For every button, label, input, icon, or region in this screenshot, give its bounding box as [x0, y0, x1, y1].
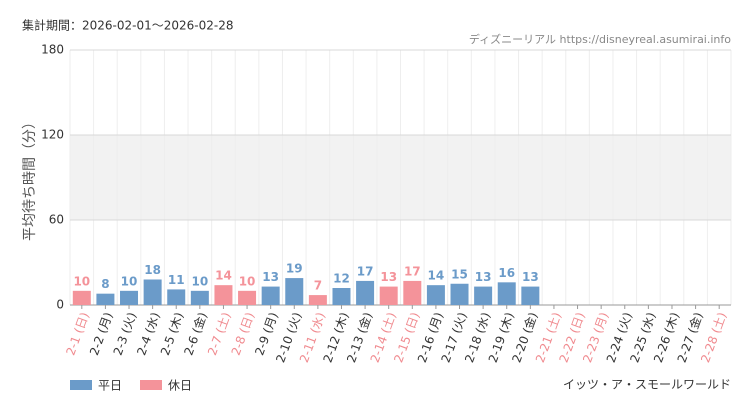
bar: [285, 278, 304, 305]
value-label: 13: [262, 270, 279, 284]
value-label: 8: [101, 277, 109, 291]
bar: [214, 285, 233, 305]
chart-title: 集計期間：2026-02-01〜2026-02-28: [22, 18, 233, 33]
value-label: 18: [144, 263, 161, 277]
source: ディズニーリアル https://disneyreal.asumirai.inf…: [469, 32, 731, 46]
bar: [190, 290, 209, 305]
y-tick-label: 120: [41, 128, 64, 142]
y-axis-label: 平均待ち時間（分）: [22, 115, 38, 241]
value-label: 11: [168, 273, 185, 287]
value-label: 13: [380, 270, 397, 284]
y-tick-label: 180: [41, 43, 64, 57]
value-label: 10: [121, 274, 138, 288]
value-label: 10: [73, 274, 90, 288]
bar: [450, 283, 469, 305]
bar: [426, 285, 445, 305]
legend-label: 平日: [98, 379, 122, 393]
value-label: 12: [333, 272, 350, 286]
bar: [167, 289, 186, 305]
value-label: 7: [314, 279, 322, 293]
bar: [120, 290, 139, 305]
bar: [521, 286, 540, 305]
legend-label: 休日: [168, 379, 192, 393]
value-label: 13: [522, 270, 539, 284]
legend-swatch: [140, 380, 162, 390]
y-tick-label: 0: [56, 298, 64, 312]
value-label: 19: [286, 262, 303, 276]
value-label: 13: [475, 270, 492, 284]
legend-swatch: [70, 380, 92, 390]
value-label: 10: [191, 274, 208, 288]
bar: [143, 279, 162, 305]
bar: [96, 293, 115, 305]
value-label: 10: [239, 274, 256, 288]
bar: [261, 286, 280, 305]
bar: [497, 282, 516, 305]
bar: [379, 286, 398, 305]
bar: [403, 280, 422, 305]
value-label: 15: [451, 267, 468, 281]
value-label: 14: [428, 269, 445, 283]
caption: イッツ・ア・スモールワールド: [563, 378, 731, 392]
bar: [308, 295, 327, 305]
bar: [332, 288, 351, 305]
value-label: 16: [498, 266, 515, 280]
value-label: 17: [357, 264, 374, 278]
bar: [72, 290, 91, 305]
bar: [474, 286, 493, 305]
bar: [356, 280, 375, 305]
bar: [238, 290, 257, 305]
value-label: 17: [404, 264, 421, 278]
y-tick-label: 60: [49, 213, 64, 227]
value-label: 14: [215, 269, 232, 283]
